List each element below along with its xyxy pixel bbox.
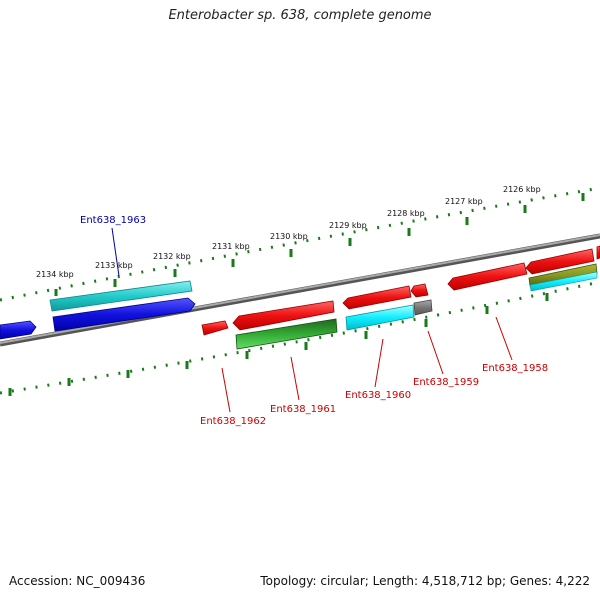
feature-edge-red[interactable] xyxy=(596,245,600,260)
feature-left-blue[interactable] xyxy=(0,320,37,340)
gene-label-1962: Ent638_1962 xyxy=(200,416,266,427)
feature-1963-cyan[interactable] xyxy=(49,280,193,312)
feature-1959-red[interactable] xyxy=(410,283,429,298)
feature-1960[interactable] xyxy=(345,304,415,331)
scale-label-2127: 2127 kbp xyxy=(445,197,483,206)
scale-label-2126: 2126 kbp xyxy=(503,185,541,194)
scale-label-2129: 2129 kbp xyxy=(329,221,367,230)
feature-1963[interactable] xyxy=(52,297,196,332)
genome-backbone xyxy=(0,233,600,347)
feature-1962[interactable] xyxy=(201,320,229,336)
label-leaders xyxy=(111,227,513,413)
scale-label-2132: 2132 kbp xyxy=(153,252,191,261)
leader-1963 xyxy=(111,227,120,277)
feature-1960-red[interactable] xyxy=(342,285,412,310)
scale-label-2133: 2133 kbp xyxy=(95,261,133,270)
inner-scale-ticks xyxy=(8,293,549,396)
gene-label-1958: Ent638_1958 xyxy=(482,363,548,374)
scale-labels: 2134 kbp 2133 kbp 2132 kbp 2131 kbp 2130… xyxy=(36,185,541,279)
map-title: Enterobacter sp. 638, complete genome xyxy=(168,8,432,23)
inner-scale-track xyxy=(0,280,600,395)
topology-text: Topology: circular; Length: 4,518,712 bp… xyxy=(260,574,590,588)
feature-1958[interactable] xyxy=(447,262,528,291)
leader-1959 xyxy=(427,330,444,375)
leader-1960 xyxy=(374,338,384,388)
gene-label-1963: Ent638_1963 xyxy=(80,215,146,226)
feature-right-olive[interactable] xyxy=(528,263,598,292)
gene-label-1961: Ent638_1961 xyxy=(270,404,336,415)
gene-labels: Ent638_1963 Ent638_1962 Ent638_1961 Ent6… xyxy=(80,215,548,427)
scale-label-2131: 2131 kbp xyxy=(212,242,250,251)
feature-1959[interactable] xyxy=(413,299,433,316)
feature-right-red[interactable] xyxy=(525,248,595,275)
feature-1961-red[interactable] xyxy=(232,300,335,331)
scale-label-2130: 2130 kbp xyxy=(270,232,308,241)
gene-label-1959: Ent638_1959 xyxy=(413,377,479,388)
accession-text: Accession: NC_009436 xyxy=(9,574,146,588)
gene-label-1960: Ent638_1960 xyxy=(345,390,411,401)
leader-1962 xyxy=(221,367,231,413)
scale-label-2128: 2128 kbp xyxy=(387,209,425,218)
leader-1958 xyxy=(495,316,513,361)
leader-1961 xyxy=(290,356,300,401)
scale-label-2134: 2134 kbp xyxy=(36,270,74,279)
outer-scale-track xyxy=(0,186,600,302)
outer-scale-ticks xyxy=(54,193,585,296)
feature-1961[interactable] xyxy=(235,318,338,350)
